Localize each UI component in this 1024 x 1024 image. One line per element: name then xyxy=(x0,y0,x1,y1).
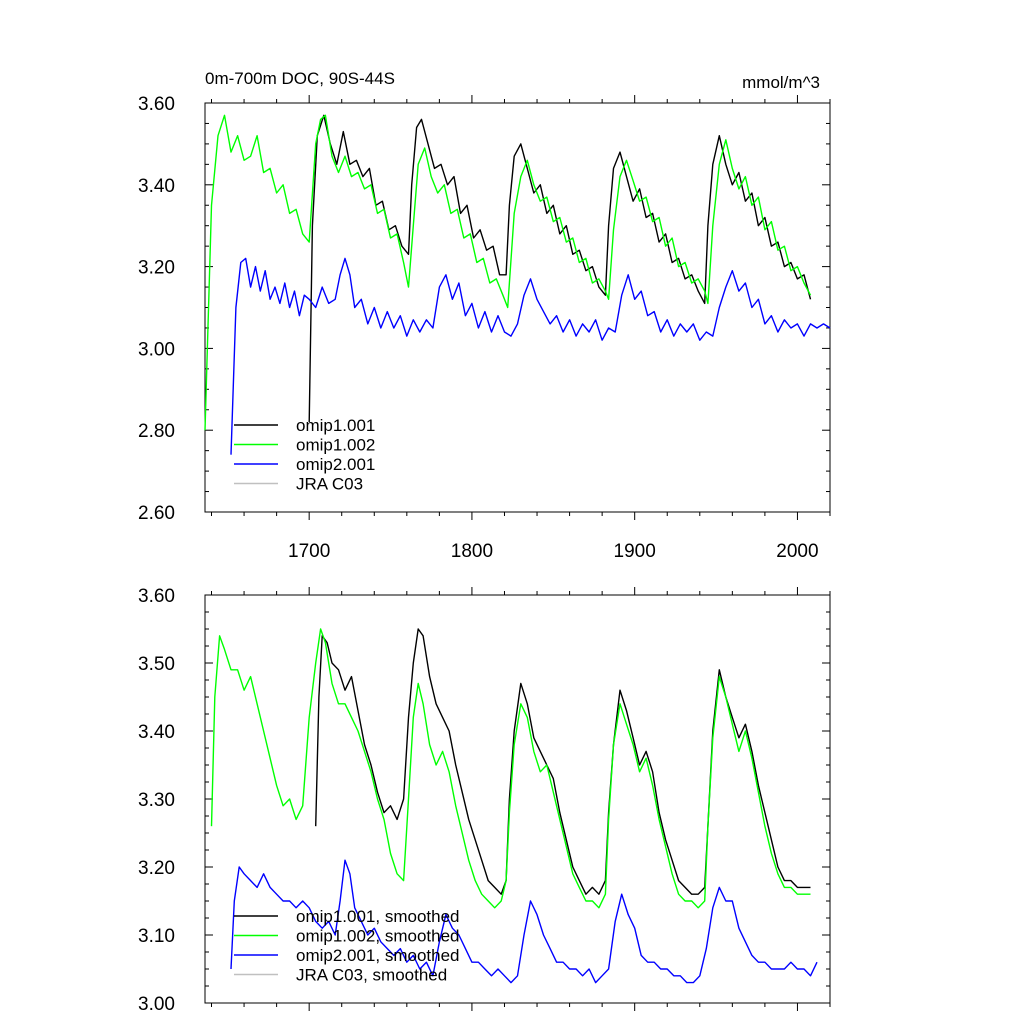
y-tick-label: 3.50 xyxy=(138,654,175,675)
series-line-0 xyxy=(308,114,812,423)
plot-area: 2.60 2.80 3.00 3.20 3.40 3.60 1700 1800 1900 2000… xyxy=(138,94,831,562)
legend-label: omip2.001, smoothed xyxy=(296,946,460,965)
series-line-1 xyxy=(210,628,811,909)
legend-label: omip1.001 xyxy=(296,416,375,435)
series-line-0 xyxy=(315,628,811,895)
y-tick-label: 3.60 xyxy=(138,586,175,607)
series-line-1 xyxy=(204,114,812,431)
x-tick-label: 1700 xyxy=(288,541,330,562)
y-tick-label: 2.60 xyxy=(138,503,175,524)
x-tick-label: 1800 xyxy=(451,541,493,562)
series-line-2 xyxy=(230,859,818,984)
legend-label: omip1.002 xyxy=(296,436,375,455)
y-tick-label: 3.40 xyxy=(138,722,175,743)
y-tick-label: 3.20 xyxy=(138,258,175,279)
chart-units: mmol/m^3 xyxy=(742,73,820,92)
y-tick-label: 3.20 xyxy=(138,858,175,879)
y-tick-label: 3.40 xyxy=(138,176,175,197)
x-tick-label: 1900 xyxy=(614,541,656,562)
legend-label: omip2.001 xyxy=(296,455,375,474)
y-tick-label: 3.00 xyxy=(138,339,175,360)
panel-bottom: 3.00 3.10 3.20 3.30 3.40 3.50 3.60 omip1.001, s… xyxy=(138,586,831,1015)
y-tick-label: 2.80 xyxy=(138,421,175,442)
legend-label: JRA C03 xyxy=(296,475,363,494)
legend-label: omip1.001, smoothed xyxy=(296,907,460,926)
legend-label: omip1.002, smoothed xyxy=(296,927,460,946)
y-tick-label: 3.60 xyxy=(138,94,175,115)
x-tick-label: 2000 xyxy=(776,541,818,562)
plot-area: 3.00 3.10 3.20 3.30 3.40 3.50 3.60 omip1.001, s… xyxy=(138,586,831,1015)
y-tick-label: 3.30 xyxy=(138,790,175,811)
series-line-2 xyxy=(230,257,831,455)
y-tick-label: 3.10 xyxy=(138,926,175,947)
legend-label: JRA C03, smoothed xyxy=(296,966,447,985)
chart-title: 0m-700m DOC, 90S-44S xyxy=(205,69,395,88)
y-tick-label: 3.00 xyxy=(138,994,175,1015)
panel-top: 0m-700m DOC, 90S-44S mmol/m^3 2.60 2.80 3.… xyxy=(138,69,831,562)
